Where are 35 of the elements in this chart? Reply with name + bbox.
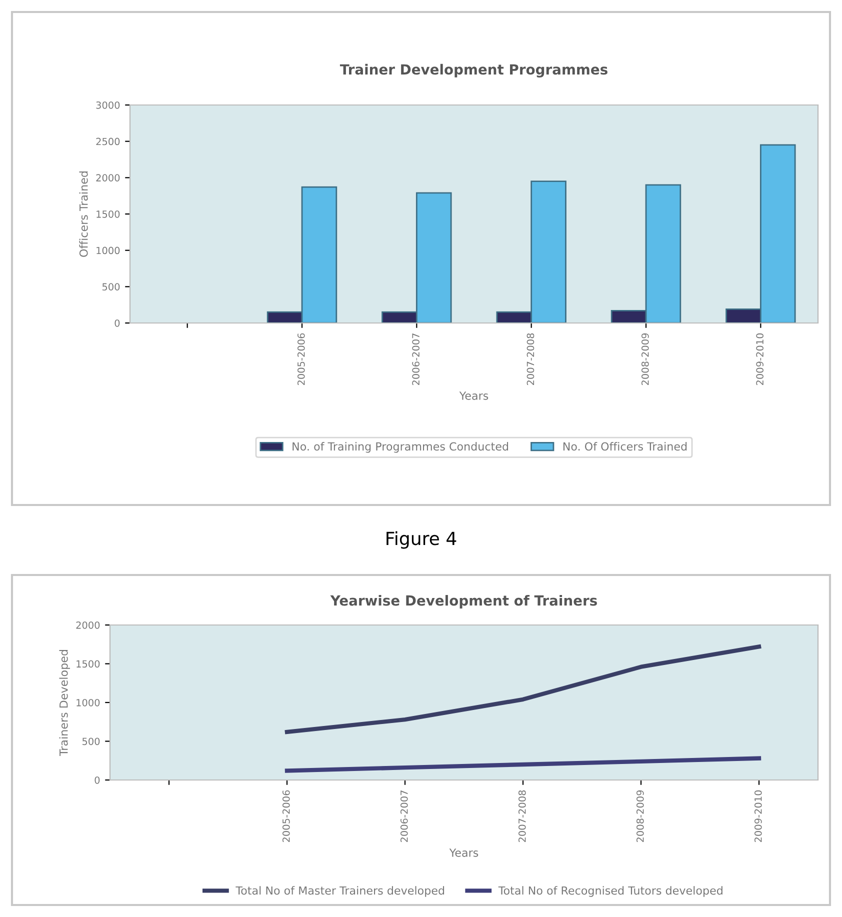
y-tick-label: 1500: [96, 210, 120, 218]
chart-title: Trainer Development Programmes: [340, 64, 608, 78]
y-tick-label: 2000: [76, 621, 100, 629]
legend-label: No. Of Officers Trained: [563, 442, 687, 451]
x-tick-label: 2005-2006: [297, 333, 305, 386]
y-tick-label: 1500: [76, 660, 100, 668]
y-tick-label: 2000: [96, 174, 120, 182]
y-tick-label: 2500: [96, 138, 120, 146]
legend-label: Total No of Master Trainers developed: [236, 886, 444, 897]
x-tick-label: 2007-2008: [518, 790, 526, 842]
y-tick-label: 0: [94, 776, 100, 784]
x-tick-label: 2007-2008: [526, 333, 534, 386]
x-tick-label: 2008-2009: [636, 790, 644, 842]
y-axis-title: Trainers Developed: [59, 650, 70, 756]
legend-label: No. of Training Programmes Conducted: [292, 442, 508, 453]
x-tick-label: 2006-2007: [412, 334, 420, 386]
line-series: [284, 756, 762, 773]
x-tick-label: 2009-2010: [754, 790, 762, 842]
y-tick-label: 1000: [76, 698, 100, 706]
chart-title: Yearwise Development of Trainers: [330, 595, 597, 608]
legend-label: Total No of Recognised Tutors developed: [498, 886, 722, 897]
x-axis-title: Years: [459, 392, 488, 400]
y-tick-label: 500: [102, 283, 120, 290]
x-tick-label: 2009-2010: [756, 333, 764, 386]
x-axis-title: Years: [449, 848, 478, 857]
x-tick-label: 2006-2007: [400, 790, 408, 842]
y-tick-label: 1000: [96, 246, 120, 254]
line-series: [284, 644, 762, 734]
y-tick-label: 3000: [96, 101, 120, 109]
x-tick-label: 2008-2009: [641, 333, 649, 386]
y-tick-label: 0: [114, 319, 120, 327]
y-tick-label: 500: [82, 738, 100, 746]
y-axis-title: Officers Trained: [79, 171, 88, 257]
x-tick-label: 2005-2006: [282, 790, 290, 842]
caption: Figure 4: [386, 531, 456, 549]
